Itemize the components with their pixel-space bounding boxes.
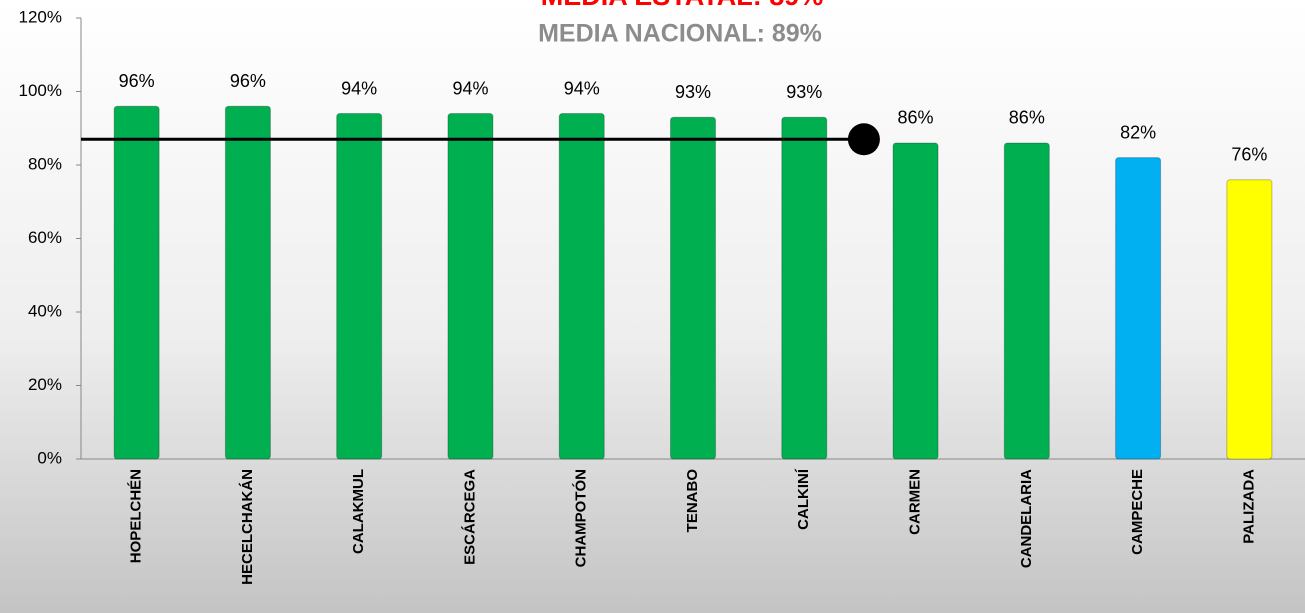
x-tick-label: ESCÁRCEGA [461, 469, 478, 565]
x-tick-label: CARMEN [907, 469, 924, 535]
data-label: 94% [452, 78, 488, 98]
bar [113, 105, 160, 460]
data-label: 96% [230, 71, 266, 91]
x-tick-label: HOPELCHÉN [128, 469, 145, 563]
x-tick-label: CHAMPOTÓN [572, 469, 590, 567]
x-tick-label: HECELCHAKÁN [239, 469, 256, 585]
data-label: 86% [1009, 108, 1045, 128]
y-tick-label: 60% [28, 228, 62, 247]
data-label: 94% [564, 78, 600, 98]
x-tick-label: TENABO [684, 469, 701, 533]
y-tick-label: 40% [28, 301, 62, 320]
y-tick-label: 120% [19, 7, 62, 26]
data-label: 76% [1231, 144, 1267, 164]
x-tick-label: CALKINÍ [795, 468, 812, 530]
y-tick-label: 80% [28, 154, 62, 173]
chart-title: MEDIA ESTATAL: 89% [541, 0, 824, 11]
data-label: 93% [675, 82, 711, 102]
x-tick-label: CANDELARIA [1018, 469, 1035, 568]
bar [447, 113, 494, 460]
bar [1003, 142, 1050, 460]
bar [1226, 179, 1273, 460]
reference-dot [847, 123, 880, 156]
bar [1115, 157, 1162, 460]
bar [892, 142, 939, 460]
data-label: 96% [119, 71, 155, 91]
y-tick-label: 100% [19, 81, 62, 100]
bar [558, 113, 605, 460]
y-tick-label: 0% [37, 448, 62, 467]
x-tick-label: CAMPECHE [1129, 469, 1146, 555]
bar [781, 116, 828, 460]
bar [670, 116, 716, 460]
x-tick-label: CALAKMUL [350, 469, 367, 554]
y-tick-label: 20% [28, 375, 62, 394]
bar [224, 105, 271, 460]
chart-subtitle: MEDIA NACIONAL: 89% [538, 20, 822, 48]
data-label: 82% [1120, 122, 1156, 142]
data-label: 93% [786, 82, 822, 102]
x-tick-label: PALIZADA [1240, 469, 1257, 544]
data-label: 86% [898, 108, 934, 128]
bar [336, 113, 383, 460]
data-label: 94% [341, 78, 377, 98]
